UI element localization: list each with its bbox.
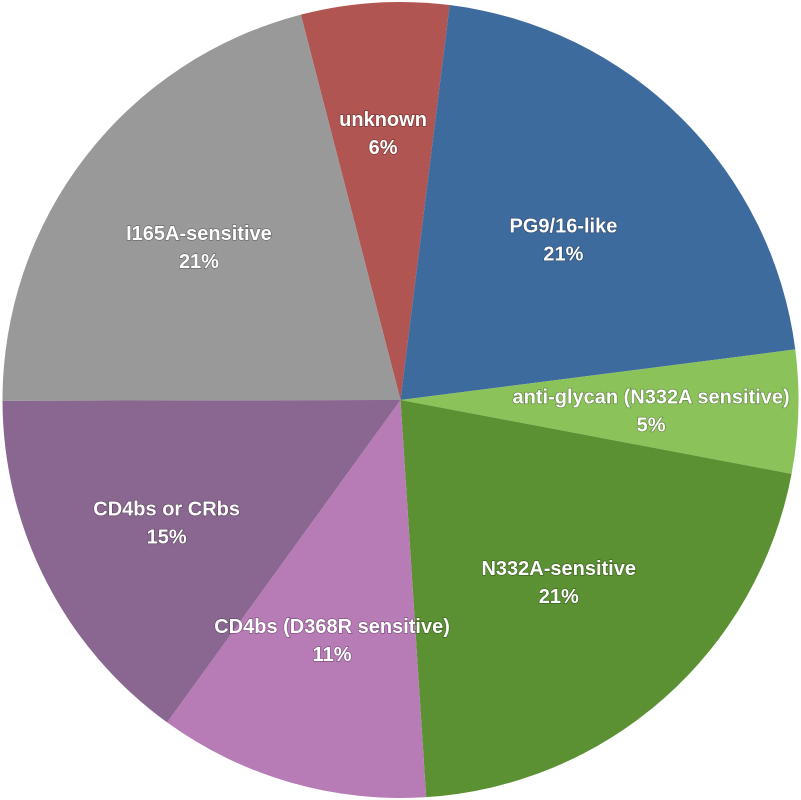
slice-value-label: 11% <box>313 644 352 666</box>
slice-label: PG9/16-like <box>510 215 618 237</box>
pie-slice-n332a-sensitive <box>400 400 792 798</box>
slice-label: unknown <box>339 109 427 131</box>
slice-label: CD4bs or CRbs <box>93 499 240 521</box>
slice-value-label: 21% <box>539 586 579 608</box>
slice-label: N332A-sensitive <box>481 558 636 580</box>
pie-slice-anti-glycan-n332a-sensitive <box>400 349 799 474</box>
pie-slice-unknown <box>300 1 450 400</box>
slice-value-label: 21% <box>179 251 219 273</box>
slice-value-label: 5% <box>637 414 666 436</box>
pie-labels: unknown 6% PG9/16-like 21% anti-glycan (N332… <box>93 108 791 666</box>
pie-slice-cd4bs-d368r-sensitive <box>167 400 427 798</box>
slice-label: CD4bs (D368R sensitive) <box>214 616 450 638</box>
pie-slice-i165a-sensitive <box>2 14 401 401</box>
slice-value-label: 15% <box>147 527 187 549</box>
slice-value-label: 6% <box>369 137 398 159</box>
slice-value-label: 21% <box>543 243 583 265</box>
slice-label: I165A-sensitive <box>126 223 272 245</box>
pie-slice-pg9-16-like <box>400 5 796 401</box>
slice-label: anti-glycan (N332A sensitive) <box>513 386 790 408</box>
pie-slice-cd4bs-or-crbs <box>2 400 401 723</box>
